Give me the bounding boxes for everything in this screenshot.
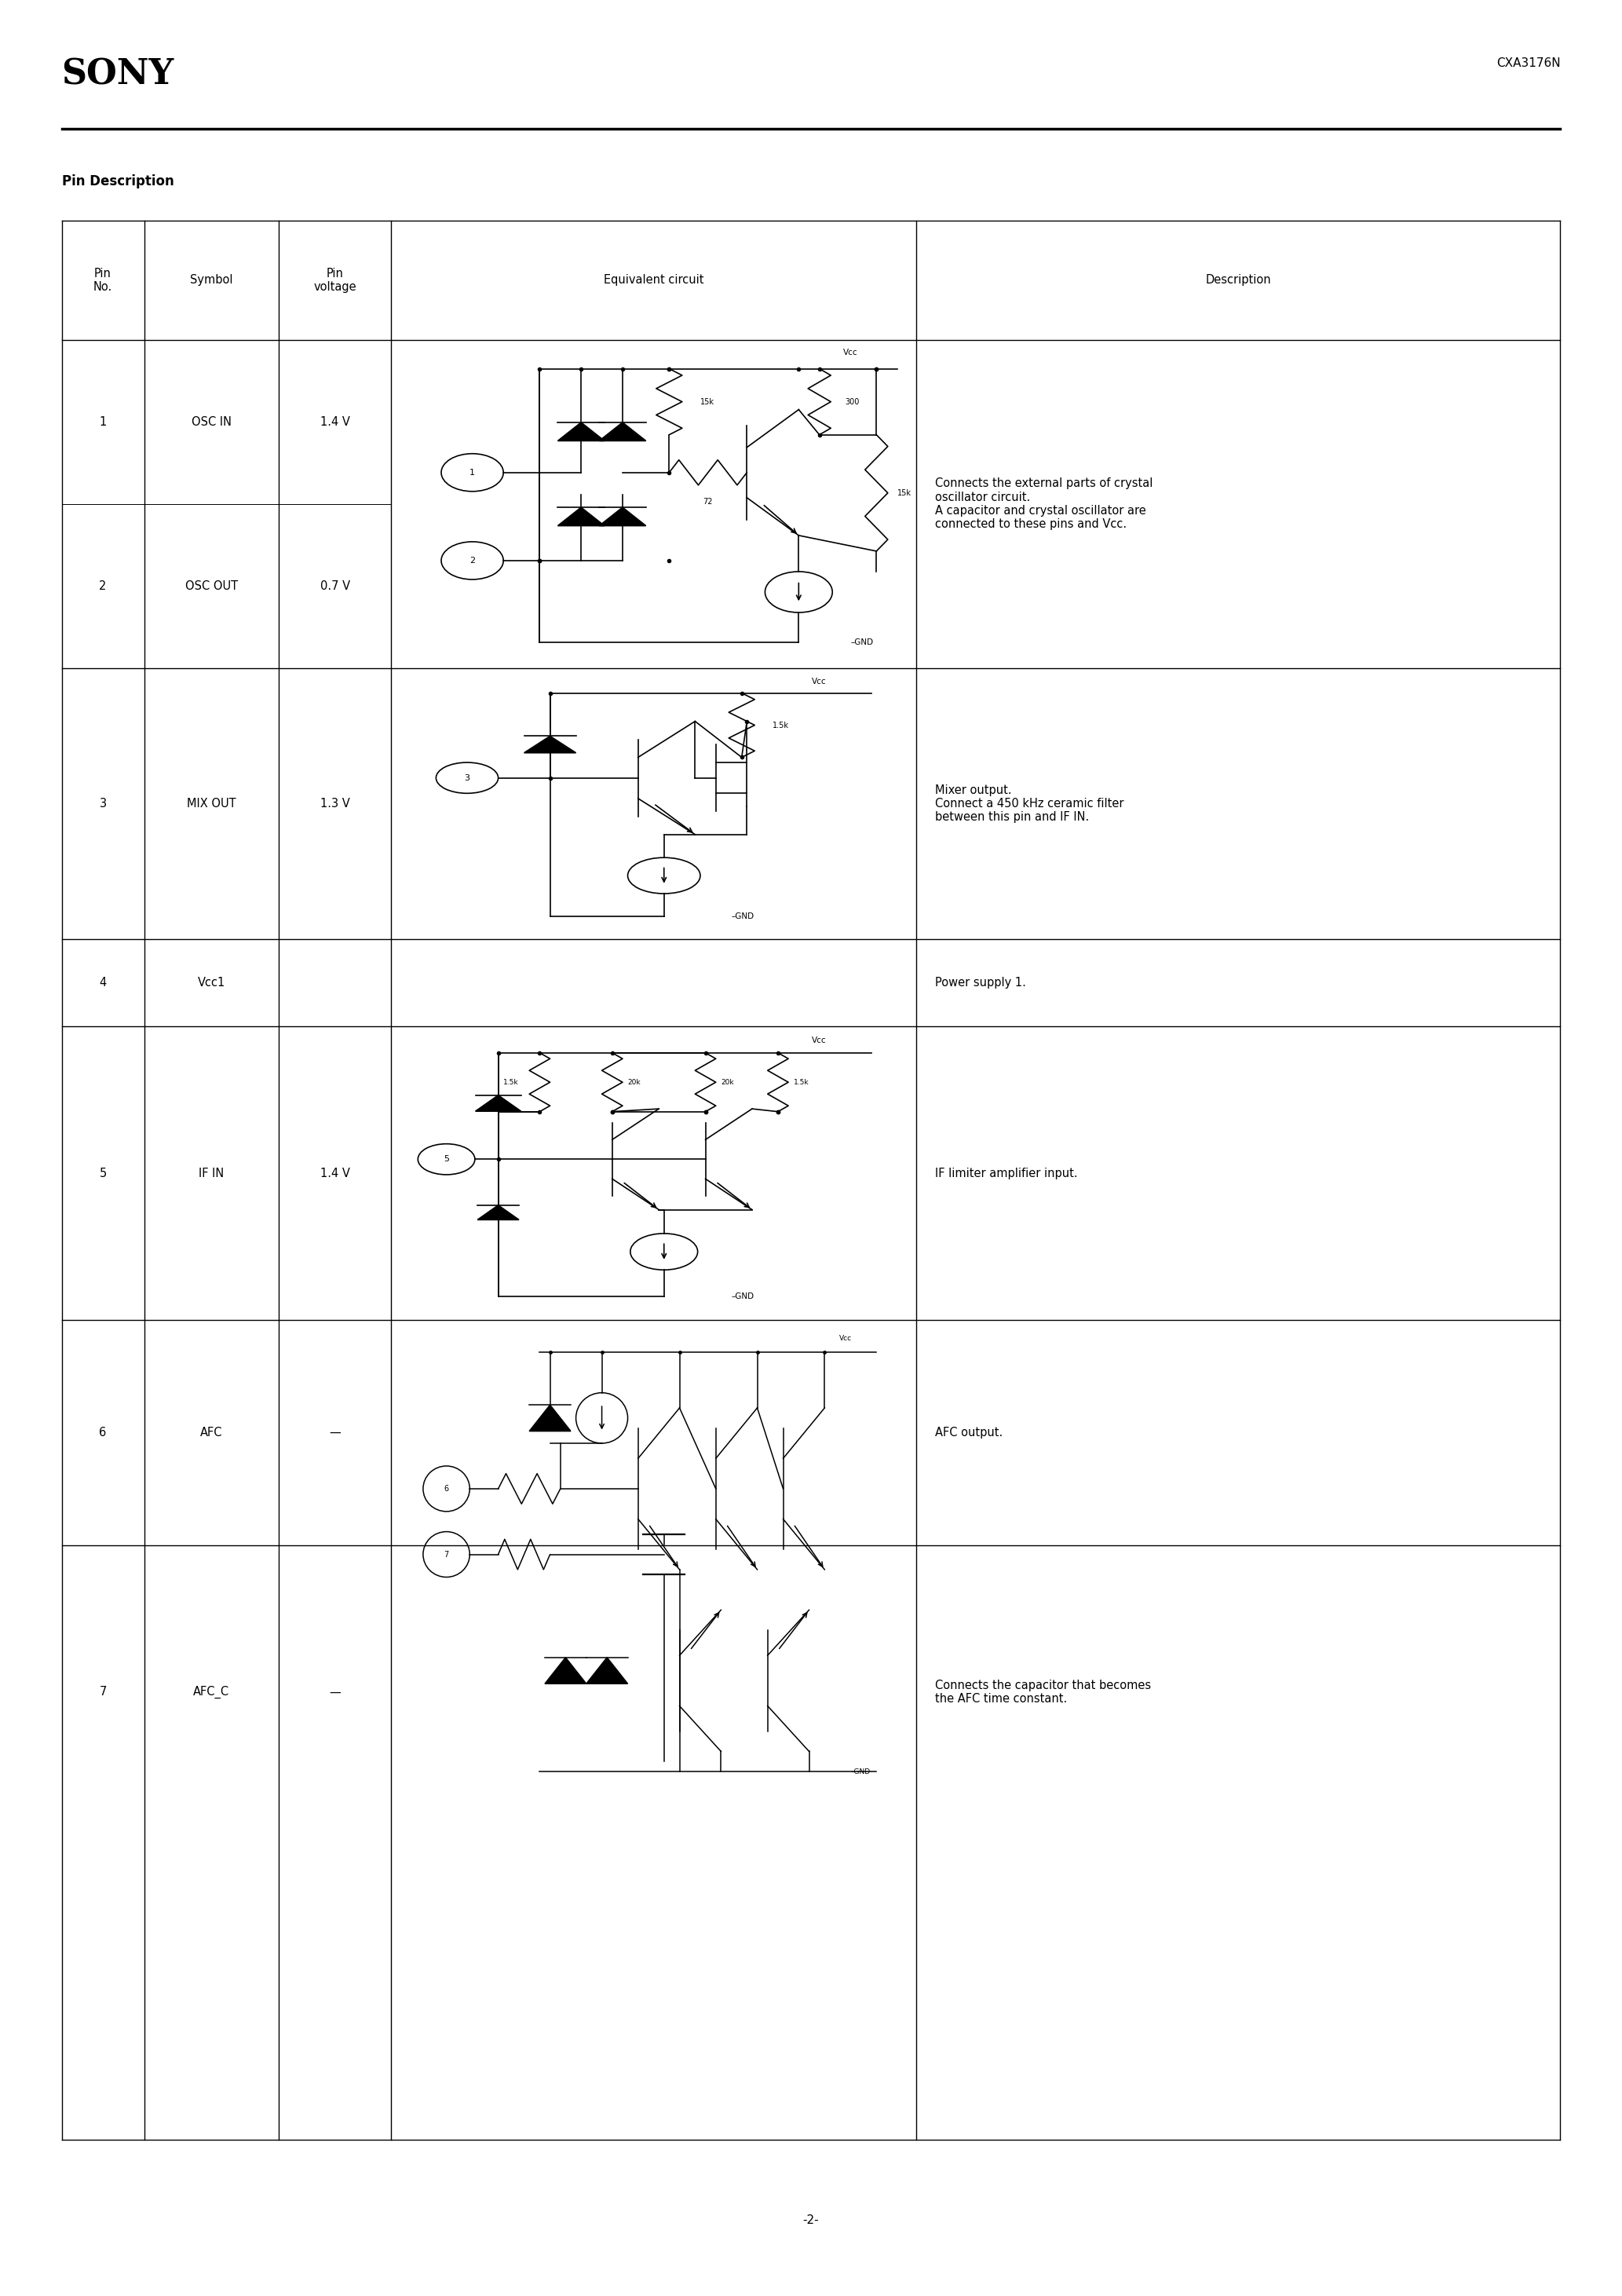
Text: 1: 1 bbox=[469, 468, 475, 478]
Text: 20k: 20k bbox=[722, 1079, 735, 1086]
Text: Connects the capacitor that becomes
the AFC time constant.: Connects the capacitor that becomes the … bbox=[936, 1678, 1152, 1706]
Text: –GND: –GND bbox=[850, 638, 873, 645]
Polygon shape bbox=[475, 1095, 521, 1111]
Text: 7: 7 bbox=[444, 1550, 449, 1559]
Text: MIX OUT: MIX OUT bbox=[187, 797, 237, 810]
Text: Pin Description: Pin Description bbox=[62, 174, 174, 188]
Text: 0.7 V: 0.7 V bbox=[320, 581, 350, 592]
Text: -2-: -2- bbox=[803, 2213, 819, 2227]
Text: IF IN: IF IN bbox=[200, 1166, 224, 1180]
Text: 3: 3 bbox=[99, 797, 107, 810]
Polygon shape bbox=[477, 1205, 519, 1219]
Text: SONY: SONY bbox=[62, 57, 174, 92]
Text: 4: 4 bbox=[99, 976, 107, 990]
Text: 7: 7 bbox=[99, 1685, 107, 1699]
Text: 20k: 20k bbox=[628, 1079, 641, 1086]
Text: 15k: 15k bbox=[701, 397, 714, 406]
Text: 300: 300 bbox=[845, 397, 860, 406]
Text: CXA3176N: CXA3176N bbox=[1495, 57, 1560, 69]
Polygon shape bbox=[599, 507, 646, 526]
Text: Equivalent circuit: Equivalent circuit bbox=[603, 273, 704, 287]
Text: 2: 2 bbox=[469, 556, 475, 565]
Text: 6: 6 bbox=[444, 1486, 449, 1492]
Text: Mixer output.
Connect a 450 kHz ceramic filter
between this pin and IF IN.: Mixer output. Connect a 450 kHz ceramic … bbox=[936, 783, 1124, 824]
Text: OSC IN: OSC IN bbox=[191, 416, 232, 427]
Text: –GND: –GND bbox=[732, 1293, 754, 1300]
Text: Vcc: Vcc bbox=[813, 1035, 827, 1045]
Text: 15k: 15k bbox=[897, 489, 912, 496]
Text: Power supply 1.: Power supply 1. bbox=[936, 976, 1027, 990]
Text: 1.5k: 1.5k bbox=[772, 721, 790, 730]
Text: 2: 2 bbox=[99, 581, 107, 592]
Text: Symbol: Symbol bbox=[190, 273, 234, 287]
Text: Vcc: Vcc bbox=[839, 1336, 852, 1343]
Text: —: — bbox=[329, 1685, 341, 1699]
Polygon shape bbox=[529, 1405, 571, 1430]
Text: 5: 5 bbox=[444, 1155, 449, 1164]
Text: 3: 3 bbox=[464, 774, 470, 783]
Polygon shape bbox=[545, 1658, 586, 1683]
Text: 1.4 V: 1.4 V bbox=[320, 1166, 350, 1180]
Text: 1: 1 bbox=[99, 416, 107, 427]
Polygon shape bbox=[558, 422, 605, 441]
Text: –GND: –GND bbox=[732, 914, 754, 921]
Text: IF limiter amplifier input.: IF limiter amplifier input. bbox=[936, 1166, 1079, 1180]
Text: –GND: –GND bbox=[850, 1768, 871, 1775]
Text: 6: 6 bbox=[99, 1426, 107, 1440]
Polygon shape bbox=[558, 507, 605, 526]
Text: AFC_C: AFC_C bbox=[193, 1685, 230, 1699]
Text: Connects the external parts of crystal
oscillator circuit.
A capacitor and cryst: Connects the external parts of crystal o… bbox=[936, 478, 1153, 530]
Text: 1.5k: 1.5k bbox=[793, 1079, 809, 1086]
Text: 72: 72 bbox=[702, 498, 714, 505]
Polygon shape bbox=[524, 737, 576, 753]
Polygon shape bbox=[599, 422, 646, 441]
Text: OSC OUT: OSC OUT bbox=[185, 581, 238, 592]
Text: —: — bbox=[329, 1426, 341, 1440]
Text: 1.3 V: 1.3 V bbox=[320, 797, 350, 810]
Text: Pin
voltage: Pin voltage bbox=[313, 266, 357, 294]
Text: Description: Description bbox=[1205, 273, 1272, 287]
Polygon shape bbox=[586, 1658, 628, 1683]
Text: AFC output.: AFC output. bbox=[936, 1426, 1002, 1440]
Text: Vcc: Vcc bbox=[843, 349, 858, 356]
Text: AFC: AFC bbox=[201, 1426, 222, 1440]
Text: 5: 5 bbox=[99, 1166, 107, 1180]
Text: Vcc1: Vcc1 bbox=[198, 976, 225, 990]
Text: Pin
No.: Pin No. bbox=[94, 266, 112, 294]
Text: 1.5k: 1.5k bbox=[503, 1079, 519, 1086]
Text: Vcc: Vcc bbox=[813, 677, 827, 684]
Text: 1.4 V: 1.4 V bbox=[320, 416, 350, 427]
